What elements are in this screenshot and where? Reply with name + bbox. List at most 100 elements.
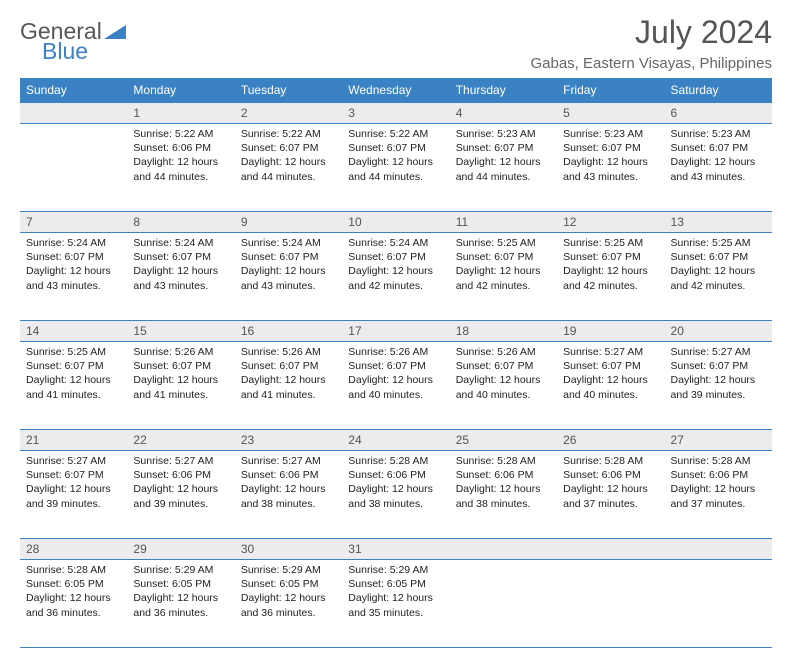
- day-details: Sunrise: 5:28 AMSunset: 6:06 PMDaylight:…: [557, 451, 664, 517]
- day-number-cell: 30: [235, 539, 342, 560]
- day-header: Monday: [127, 78, 234, 103]
- day-content-cell: Sunrise: 5:22 AMSunset: 6:07 PMDaylight:…: [235, 124, 342, 212]
- week-content-row: Sunrise: 5:25 AMSunset: 6:07 PMDaylight:…: [20, 342, 772, 430]
- day-content-cell: Sunrise: 5:27 AMSunset: 6:07 PMDaylight:…: [665, 342, 772, 430]
- day-content-cell: Sunrise: 5:28 AMSunset: 6:06 PMDaylight:…: [665, 451, 772, 539]
- day-number-cell: 13: [665, 212, 772, 233]
- day-header-row: Sunday Monday Tuesday Wednesday Thursday…: [20, 78, 772, 103]
- week-content-row: Sunrise: 5:24 AMSunset: 6:07 PMDaylight:…: [20, 233, 772, 321]
- day-header: Sunday: [20, 78, 127, 103]
- day-number-cell: 1: [127, 103, 234, 124]
- day-details: Sunrise: 5:26 AMSunset: 6:07 PMDaylight:…: [235, 342, 342, 408]
- day-number-cell: 11: [450, 212, 557, 233]
- day-number-cell: [665, 539, 772, 560]
- day-number-cell: 19: [557, 321, 664, 342]
- day-details: Sunrise: 5:22 AMSunset: 6:06 PMDaylight:…: [127, 124, 234, 190]
- day-content-cell: Sunrise: 5:27 AMSunset: 6:07 PMDaylight:…: [20, 451, 127, 539]
- day-number-row: 28293031: [20, 539, 772, 560]
- day-details: Sunrise: 5:22 AMSunset: 6:07 PMDaylight:…: [342, 124, 449, 190]
- day-details: Sunrise: 5:27 AMSunset: 6:07 PMDaylight:…: [665, 342, 772, 408]
- day-number-cell: 21: [20, 430, 127, 451]
- month-title: July 2024: [530, 14, 772, 51]
- day-content-cell: Sunrise: 5:29 AMSunset: 6:05 PMDaylight:…: [342, 560, 449, 648]
- week-content-row: Sunrise: 5:27 AMSunset: 6:07 PMDaylight:…: [20, 451, 772, 539]
- day-details: Sunrise: 5:25 AMSunset: 6:07 PMDaylight:…: [20, 342, 127, 408]
- day-number-cell: 6: [665, 103, 772, 124]
- day-content-cell: Sunrise: 5:24 AMSunset: 6:07 PMDaylight:…: [127, 233, 234, 321]
- day-header: Thursday: [450, 78, 557, 103]
- week-content-row: Sunrise: 5:28 AMSunset: 6:05 PMDaylight:…: [20, 560, 772, 648]
- day-header: Friday: [557, 78, 664, 103]
- day-number-row: 14151617181920: [20, 321, 772, 342]
- day-header: Saturday: [665, 78, 772, 103]
- day-number-cell: 14: [20, 321, 127, 342]
- day-content-cell: Sunrise: 5:23 AMSunset: 6:07 PMDaylight:…: [450, 124, 557, 212]
- day-number-cell: 24: [342, 430, 449, 451]
- day-details: Sunrise: 5:29 AMSunset: 6:05 PMDaylight:…: [342, 560, 449, 626]
- day-content-cell: Sunrise: 5:27 AMSunset: 6:06 PMDaylight:…: [127, 451, 234, 539]
- day-details: Sunrise: 5:27 AMSunset: 6:07 PMDaylight:…: [557, 342, 664, 408]
- day-details: Sunrise: 5:25 AMSunset: 6:07 PMDaylight:…: [450, 233, 557, 299]
- day-content-cell: Sunrise: 5:25 AMSunset: 6:07 PMDaylight:…: [557, 233, 664, 321]
- day-number-row: 21222324252627: [20, 430, 772, 451]
- day-number-cell: 8: [127, 212, 234, 233]
- day-content-cell: Sunrise: 5:26 AMSunset: 6:07 PMDaylight:…: [235, 342, 342, 430]
- day-details: Sunrise: 5:24 AMSunset: 6:07 PMDaylight:…: [235, 233, 342, 299]
- day-number-cell: 16: [235, 321, 342, 342]
- day-details: Sunrise: 5:24 AMSunset: 6:07 PMDaylight:…: [127, 233, 234, 299]
- day-details: Sunrise: 5:29 AMSunset: 6:05 PMDaylight:…: [127, 560, 234, 626]
- day-content-cell: Sunrise: 5:26 AMSunset: 6:07 PMDaylight:…: [342, 342, 449, 430]
- day-details: Sunrise: 5:28 AMSunset: 6:06 PMDaylight:…: [342, 451, 449, 517]
- day-details: Sunrise: 5:24 AMSunset: 6:07 PMDaylight:…: [342, 233, 449, 299]
- day-number-cell: 17: [342, 321, 449, 342]
- day-content-cell: Sunrise: 5:22 AMSunset: 6:06 PMDaylight:…: [127, 124, 234, 212]
- day-content-cell: [20, 124, 127, 212]
- day-content-cell: Sunrise: 5:26 AMSunset: 6:07 PMDaylight:…: [127, 342, 234, 430]
- day-number-cell: 5: [557, 103, 664, 124]
- day-number-cell: 15: [127, 321, 234, 342]
- day-number-cell: 22: [127, 430, 234, 451]
- day-content-cell: Sunrise: 5:29 AMSunset: 6:05 PMDaylight:…: [235, 560, 342, 648]
- day-content-cell: Sunrise: 5:28 AMSunset: 6:06 PMDaylight:…: [557, 451, 664, 539]
- title-block: July 2024 Gabas, Eastern Visayas, Philip…: [530, 14, 772, 72]
- day-number-cell: [557, 539, 664, 560]
- week-content-row: Sunrise: 5:22 AMSunset: 6:06 PMDaylight:…: [20, 124, 772, 212]
- day-number-cell: 25: [450, 430, 557, 451]
- header: General Blue July 2024 Gabas, Eastern Vi…: [20, 14, 772, 72]
- day-details: Sunrise: 5:26 AMSunset: 6:07 PMDaylight:…: [127, 342, 234, 408]
- day-number-cell: 20: [665, 321, 772, 342]
- day-number-cell: 23: [235, 430, 342, 451]
- day-header: Wednesday: [342, 78, 449, 103]
- day-content-cell: Sunrise: 5:27 AMSunset: 6:07 PMDaylight:…: [557, 342, 664, 430]
- day-header: Tuesday: [235, 78, 342, 103]
- day-details: Sunrise: 5:25 AMSunset: 6:07 PMDaylight:…: [665, 233, 772, 299]
- day-number-row: 78910111213: [20, 212, 772, 233]
- day-content-cell: Sunrise: 5:25 AMSunset: 6:07 PMDaylight:…: [20, 342, 127, 430]
- day-content-cell: Sunrise: 5:23 AMSunset: 6:07 PMDaylight:…: [557, 124, 664, 212]
- day-content-cell: Sunrise: 5:26 AMSunset: 6:07 PMDaylight:…: [450, 342, 557, 430]
- day-number-cell: 7: [20, 212, 127, 233]
- day-details: Sunrise: 5:28 AMSunset: 6:06 PMDaylight:…: [450, 451, 557, 517]
- day-number-cell: 9: [235, 212, 342, 233]
- day-content-cell: [557, 560, 664, 648]
- day-details: Sunrise: 5:27 AMSunset: 6:06 PMDaylight:…: [235, 451, 342, 517]
- day-content-cell: Sunrise: 5:23 AMSunset: 6:07 PMDaylight:…: [665, 124, 772, 212]
- day-details: Sunrise: 5:25 AMSunset: 6:07 PMDaylight:…: [557, 233, 664, 299]
- day-number-cell: 4: [450, 103, 557, 124]
- day-content-cell: Sunrise: 5:25 AMSunset: 6:07 PMDaylight:…: [450, 233, 557, 321]
- day-number-cell: 18: [450, 321, 557, 342]
- brand-logo: General Blue: [20, 14, 126, 63]
- day-number-cell: [450, 539, 557, 560]
- day-details: Sunrise: 5:23 AMSunset: 6:07 PMDaylight:…: [557, 124, 664, 190]
- day-details: Sunrise: 5:28 AMSunset: 6:06 PMDaylight:…: [665, 451, 772, 517]
- day-details: Sunrise: 5:29 AMSunset: 6:05 PMDaylight:…: [235, 560, 342, 626]
- day-content-cell: Sunrise: 5:29 AMSunset: 6:05 PMDaylight:…: [127, 560, 234, 648]
- day-details: Sunrise: 5:27 AMSunset: 6:06 PMDaylight:…: [127, 451, 234, 517]
- day-content-cell: Sunrise: 5:24 AMSunset: 6:07 PMDaylight:…: [342, 233, 449, 321]
- day-content-cell: Sunrise: 5:24 AMSunset: 6:07 PMDaylight:…: [20, 233, 127, 321]
- day-number-cell: 3: [342, 103, 449, 124]
- location-subtitle: Gabas, Eastern Visayas, Philippines: [530, 55, 772, 72]
- day-details: Sunrise: 5:22 AMSunset: 6:07 PMDaylight:…: [235, 124, 342, 190]
- day-content-cell: Sunrise: 5:28 AMSunset: 6:05 PMDaylight:…: [20, 560, 127, 648]
- day-content-cell: Sunrise: 5:28 AMSunset: 6:06 PMDaylight:…: [450, 451, 557, 539]
